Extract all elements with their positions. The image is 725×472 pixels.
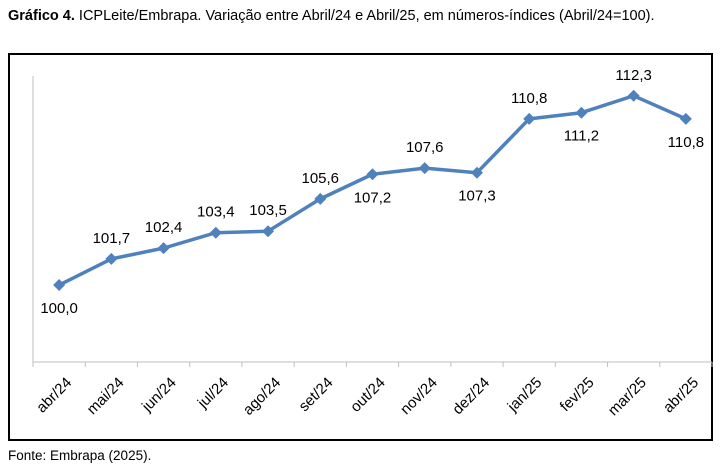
data-label: 107,6: [406, 139, 444, 156]
data-point: [105, 252, 118, 265]
x-tick-label: out/24: [347, 374, 389, 416]
data-label: 105,6: [301, 170, 339, 187]
data-point: [679, 112, 692, 125]
x-tick-label: ago/24: [240, 374, 284, 418]
data-label: 111,2: [564, 128, 599, 145]
caption-text: ICPLeite/Embrapa. Variação entre Abril/2…: [78, 8, 655, 24]
x-tick-label: mar/25: [605, 374, 650, 419]
chart-frame: [8, 53, 713, 441]
data-label: 100,0: [40, 300, 78, 317]
data-label: 107,3: [458, 188, 496, 205]
data-point: [523, 112, 536, 125]
data-point: [627, 89, 640, 102]
x-tick-label: abr/25: [660, 374, 702, 416]
x-tick-label: jul/24: [194, 374, 232, 412]
data-label: 101,7: [93, 230, 131, 247]
chart-caption: Gráfico 4. ICPLeite/Embrapa. Variação en…: [8, 6, 720, 26]
x-tick-label: jan/25: [504, 374, 546, 416]
x-tick-label: jun/24: [138, 374, 180, 416]
caption-label: Gráfico 4.: [8, 8, 75, 24]
data-point: [418, 162, 431, 175]
data-label: 107,2: [354, 189, 392, 206]
data-point: [575, 106, 588, 119]
data-point: [157, 242, 170, 255]
data-label: 103,4: [197, 204, 235, 221]
data-point: [53, 279, 66, 292]
data-label: 103,5: [249, 202, 287, 219]
x-tick-label: mai/24: [84, 374, 128, 418]
data-label: 112,3: [615, 67, 651, 84]
data-point: [314, 192, 327, 205]
data-point: [366, 168, 379, 181]
data-point: [209, 226, 222, 239]
x-tick-label: dez/24: [449, 374, 493, 418]
x-tick-label: set/24: [296, 374, 337, 415]
data-label: 102,4: [145, 219, 183, 236]
data-label: 110,8: [668, 134, 704, 151]
x-tick-label: nov/24: [397, 374, 441, 418]
x-tick-label: abr/24: [33, 374, 75, 416]
data-label: 110,8: [511, 90, 547, 107]
source-note: Fonte: Embrapa (2025).: [8, 448, 152, 463]
data-point: [470, 166, 483, 179]
x-tick-label: fev/25: [557, 374, 598, 415]
data-point: [262, 225, 275, 238]
